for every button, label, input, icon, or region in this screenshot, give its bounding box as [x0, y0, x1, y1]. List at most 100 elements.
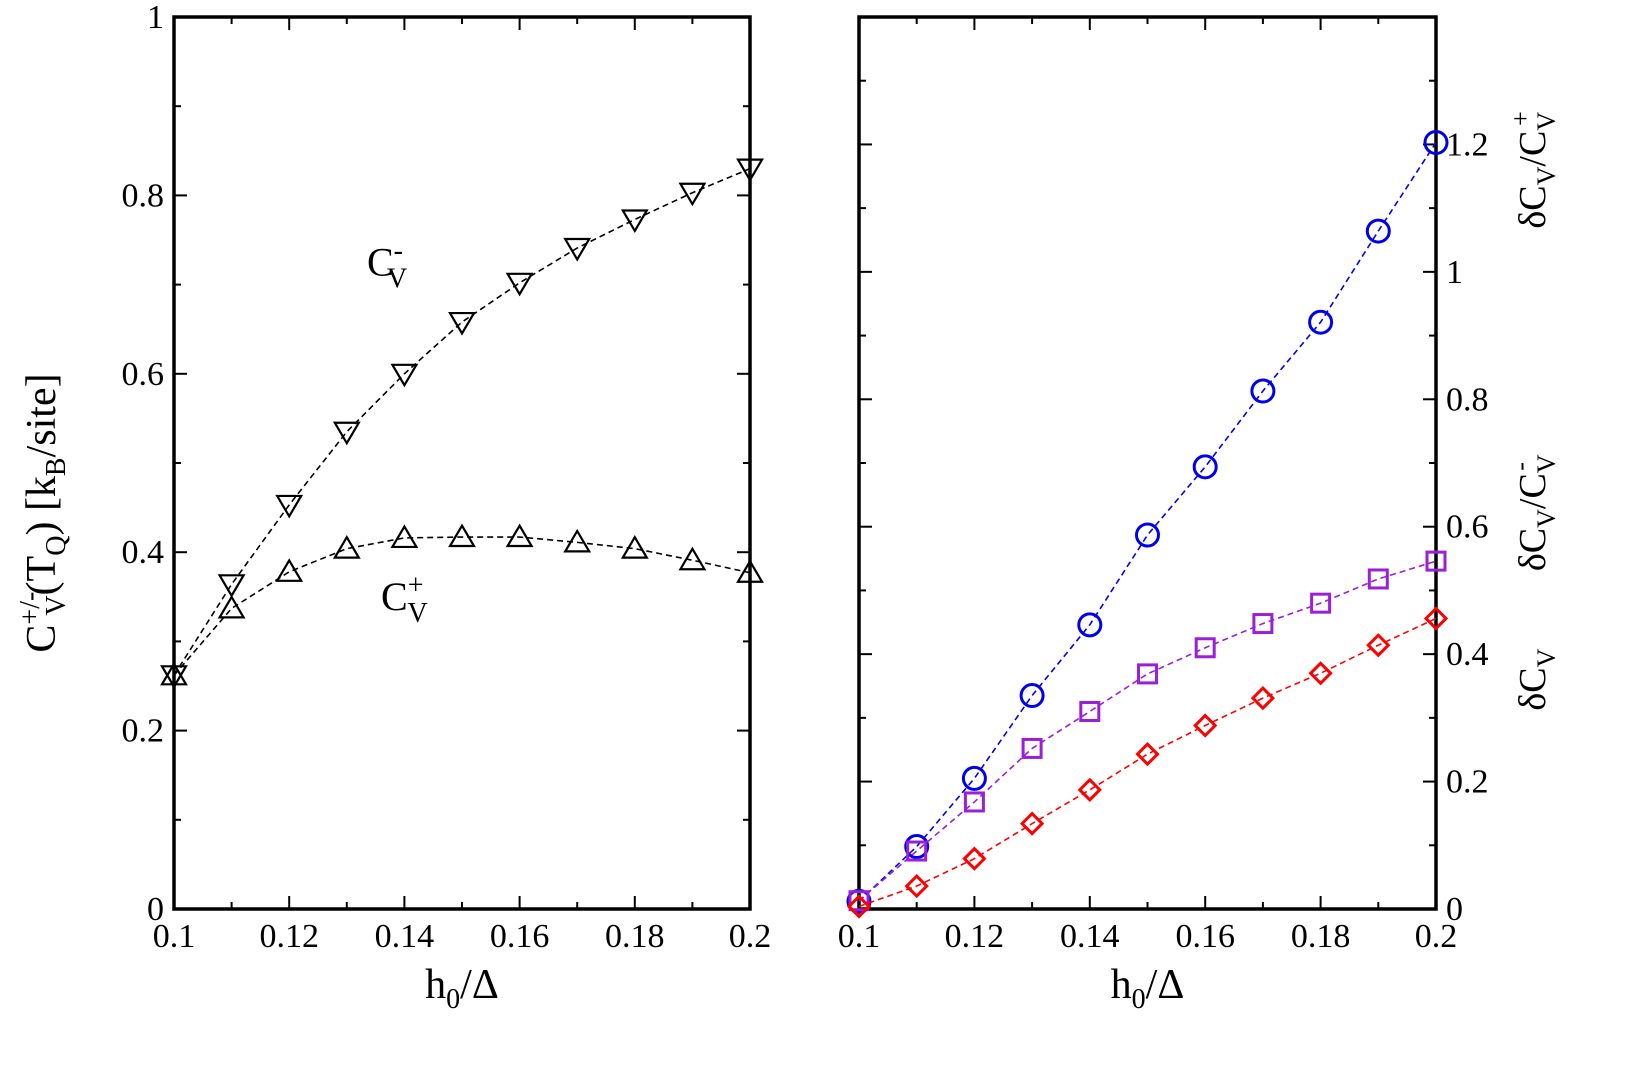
marker-square	[1021, 737, 1043, 759]
x-tick-label: 0.12	[259, 918, 319, 955]
x-axis-title: h0/Δ	[425, 962, 499, 1015]
y-tick-label: 0.4	[1446, 636, 1489, 673]
x-tick-label: 0.2	[1415, 918, 1458, 955]
y-axis-title: C+/-V(TQ) [kB/site]	[15, 373, 72, 652]
x-tick-label: 0.16	[490, 918, 550, 955]
marker-triangle-up	[563, 528, 592, 553]
right-chart-panel: 0.1 0.12 0.14 0.16 0.18 0.200.20.40.60.811.2h…	[838, 15, 1561, 1015]
series-cminus	[160, 158, 764, 689]
x-tick-label: 0.14	[375, 918, 435, 955]
marker-circle	[1365, 218, 1391, 244]
marker-square	[906, 840, 928, 862]
marker-circle	[1019, 683, 1045, 709]
marker-triangle-down	[563, 237, 592, 262]
x-tick-label: 0.16	[1175, 918, 1235, 955]
y-tick-label: 1.2	[1446, 126, 1489, 163]
x-axis-title: h0/Δ	[1111, 962, 1185, 1015]
marker-circle	[1250, 378, 1276, 404]
series-line-cminus	[173, 167, 751, 676]
series-circles	[846, 130, 1449, 914]
marker-square	[1194, 637, 1216, 659]
marker-triangle-down	[736, 158, 764, 183]
y-tick-label: 0.8	[122, 177, 165, 214]
annotation-cminus: C-V	[367, 236, 407, 295]
marker-square	[963, 791, 985, 813]
marker-triangle-down	[160, 665, 188, 689]
marker-circle	[1308, 309, 1334, 335]
y-tick-label: 0.2	[1446, 764, 1489, 801]
y-tick-label: 0.8	[1446, 381, 1489, 418]
marker-triangle-up	[390, 524, 419, 549]
y-tick-label: 0	[1446, 891, 1463, 928]
series-line-cplus	[173, 536, 751, 676]
marker-diamond	[962, 846, 987, 871]
series-diamonds	[846, 606, 1449, 919]
marker-triangle-up	[736, 559, 764, 583]
marker-triangle-down	[505, 272, 534, 297]
marker-triangle-down	[217, 574, 246, 598]
y-tick-label: 0	[147, 891, 164, 928]
marker-diamond	[1019, 811, 1045, 836]
y-tick-label: 0.2	[122, 713, 165, 750]
y-tick-label: 0.4	[122, 534, 165, 571]
marker-triangle-up	[217, 594, 246, 619]
marker-circle	[1192, 454, 1218, 480]
marker-diamond	[1193, 713, 1218, 738]
x-tick-label: 0.1	[153, 918, 196, 955]
marker-triangle-up	[275, 558, 304, 582]
y-axis-title-ratio_plus: δCV/CV+	[1506, 111, 1561, 228]
marker-diamond	[904, 873, 929, 899]
plot-frame	[857, 15, 1438, 911]
marker-circle	[1135, 522, 1160, 548]
marker-diamond	[846, 894, 872, 919]
marker-square	[1367, 568, 1389, 590]
x-tick-label: 0.18	[605, 918, 665, 955]
marker-circle	[1423, 130, 1449, 156]
marker-square	[1310, 592, 1332, 614]
annotation-cplus: C+ V	[381, 570, 428, 629]
x-tick-label: 0.12	[945, 918, 1005, 955]
marker-square	[1079, 700, 1101, 722]
y-tick-label: 0.6	[122, 356, 165, 393]
series-line-diamonds	[858, 617, 1437, 908]
marker-triangle-down	[448, 311, 476, 336]
y-axis-title-abs: δCV	[1512, 648, 1561, 710]
series-cplus	[160, 523, 764, 686]
marker-triangle-up	[332, 535, 361, 559]
marker-triangle-up	[678, 546, 707, 571]
marker-triangle-down	[390, 363, 419, 388]
marker-square	[1137, 663, 1158, 685]
marker-triangle-up	[448, 523, 476, 548]
marker-square	[1425, 550, 1447, 572]
marker-diamond	[1423, 606, 1449, 631]
x-tick-label: 0.18	[1291, 918, 1351, 955]
marker-diamond	[1308, 661, 1333, 686]
marker-diamond	[1366, 633, 1391, 658]
y-axis-title-ratio_minus: δCV/CV-	[1506, 454, 1561, 571]
marker-diamond	[1250, 685, 1276, 711]
series-line-squares	[858, 560, 1437, 902]
marker-diamond	[1135, 742, 1160, 767]
series-line-circles	[858, 142, 1437, 902]
x-tick-label: 0.1	[838, 918, 881, 955]
marker-circle	[961, 765, 987, 791]
marker-square	[1252, 613, 1274, 635]
marker-triangle-up	[160, 661, 188, 686]
left-chart-panel: 0.1 0.12 0.14 0.16 0.18 0.2 0 0.2 0.4 0.6 0.8 1 h0/Δ…	[15, 0, 771, 1015]
y-tick-label: 1	[147, 0, 164, 36]
marker-triangle-down	[332, 421, 361, 446]
marker-square	[848, 890, 870, 912]
marker-triangle-down	[620, 209, 649, 234]
marker-triangle-down	[678, 182, 707, 207]
plot-frame	[172, 15, 752, 911]
marker-triangle-down	[275, 494, 304, 519]
y-tick-label: 1	[1446, 254, 1463, 291]
marker-circle	[1077, 612, 1103, 638]
marker-circle	[904, 834, 930, 860]
x-tick-label: 0.14	[1060, 918, 1120, 955]
x-tick-label: 0.2	[729, 918, 772, 955]
y-tick-label: 0.6	[1446, 509, 1489, 546]
marker-triangle-up	[620, 535, 649, 559]
marker-triangle-up	[505, 523, 534, 548]
